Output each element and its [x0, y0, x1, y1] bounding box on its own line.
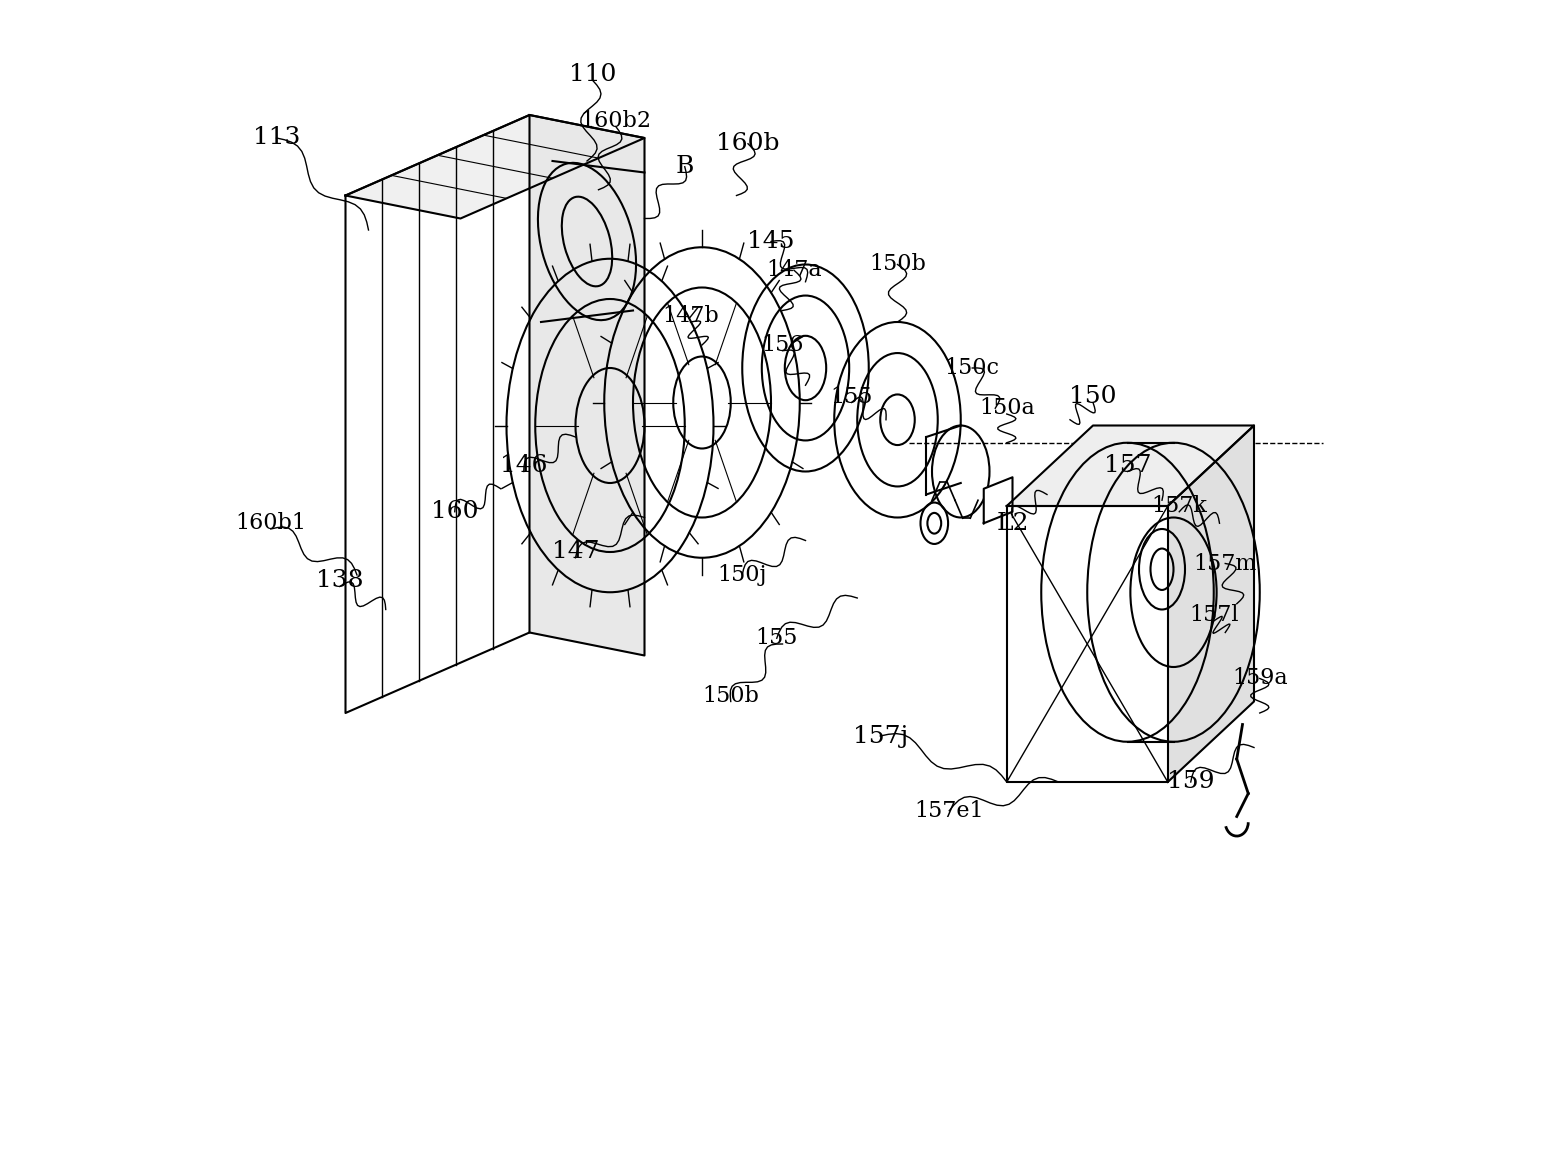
Text: 110: 110 [570, 63, 617, 86]
Polygon shape [1167, 426, 1254, 782]
Text: 147: 147 [552, 540, 599, 564]
Text: 150c: 150c [945, 356, 1000, 380]
Text: 147a: 147a [767, 259, 822, 282]
Text: 150a: 150a [978, 397, 1034, 420]
Text: 150b: 150b [703, 684, 759, 707]
Text: 160b: 160b [717, 132, 779, 155]
Polygon shape [1006, 426, 1254, 506]
Polygon shape [1006, 506, 1167, 782]
Text: 157j: 157j [853, 724, 908, 748]
Polygon shape [346, 115, 529, 713]
Text: 113: 113 [254, 126, 300, 150]
Text: 147b: 147b [662, 305, 718, 328]
Text: 160: 160 [430, 500, 479, 523]
Polygon shape [346, 115, 645, 218]
Text: 156: 156 [761, 334, 804, 356]
Text: 159: 159 [1167, 770, 1214, 793]
Text: L2: L2 [997, 512, 1028, 535]
Text: B: B [676, 155, 693, 178]
Text: 157k: 157k [1152, 494, 1207, 518]
Text: 150: 150 [1069, 385, 1117, 408]
Text: 159a: 159a [1232, 667, 1288, 690]
Text: 157m: 157m [1194, 552, 1257, 575]
Text: 145: 145 [747, 230, 795, 253]
Text: 157: 157 [1103, 454, 1152, 477]
Polygon shape [529, 115, 645, 656]
Text: 157e1: 157e1 [914, 799, 984, 822]
Text: 155: 155 [831, 385, 873, 408]
Text: 138: 138 [316, 569, 363, 592]
Text: 157l: 157l [1189, 604, 1238, 627]
Text: 146: 146 [499, 454, 548, 477]
Polygon shape [984, 477, 1013, 523]
Text: 155: 155 [756, 627, 798, 650]
Text: 160b2: 160b2 [581, 109, 651, 132]
Text: 150b: 150b [869, 253, 926, 276]
Text: 150j: 150j [717, 564, 767, 586]
Text: 160b1: 160b1 [235, 512, 307, 535]
